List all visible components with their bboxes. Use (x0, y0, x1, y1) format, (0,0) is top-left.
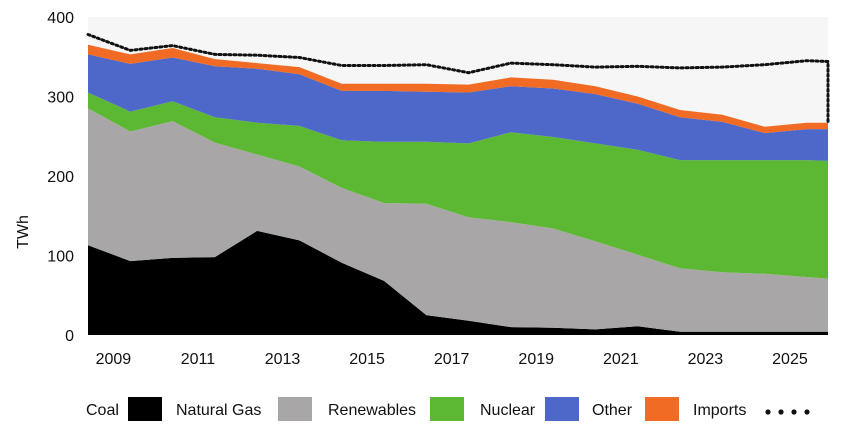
legend-label-other: Other (592, 402, 633, 419)
series-imports-line (86, 33, 830, 125)
legend-swatch-imports-dot (778, 409, 784, 415)
legend-swatch-natural-gas (278, 397, 312, 421)
x-tick-label: 2023 (688, 351, 724, 368)
y-tick-label: 300 (47, 90, 74, 107)
area-nuclear (88, 54, 828, 161)
legend-label-coal: Coal (86, 402, 119, 419)
legend-swatch-coal (128, 397, 162, 421)
legend-swatch-imports-dot (804, 409, 810, 415)
area-natural-gas (88, 108, 828, 332)
legend-swatch-renewables (430, 397, 464, 421)
x-tick-label: 2013 (265, 351, 301, 368)
x-tick-label: 2021 (603, 351, 639, 368)
x-tick-label: 2015 (349, 351, 385, 368)
legend-swatch-imports-dot (765, 409, 771, 415)
x-tick-label: 2009 (96, 351, 132, 368)
x-tick-label: 2017 (434, 351, 470, 368)
y-tick-label: 0 (65, 328, 74, 345)
y-axis-label: TWh (15, 215, 32, 249)
x-tick-label: 2011 (181, 351, 216, 368)
y-axis-ticks: 0 100 200 300 400 (47, 10, 74, 345)
x-tick-label: 2019 (518, 351, 554, 368)
imports-dotted-line (86, 33, 830, 125)
legend-swatch-imports-dot (791, 409, 797, 415)
legend-label-natural-gas: Natural Gas (176, 402, 261, 419)
y-tick-label: 100 (47, 249, 74, 266)
x-axis-ticks: 2009 2011 2013 2015 2017 2019 2021 2023 2025 (96, 351, 808, 368)
stacked-areas (88, 44, 828, 335)
legend: Coal Natural Gas Renewables Nuclear Other Imp… (86, 397, 810, 421)
legend-label-renewables: Renewables (328, 402, 416, 419)
area-other (88, 44, 828, 134)
legend-swatch-other (645, 397, 679, 421)
area-coal (88, 230, 828, 335)
area-renewables (88, 92, 828, 279)
y-tick-label: 200 (47, 169, 74, 186)
legend-label-imports: Imports (693, 402, 746, 419)
legend-swatch-nuclear (545, 397, 579, 421)
x-tick-label: 2025 (772, 351, 808, 368)
legend-label-nuclear: Nuclear (480, 402, 536, 419)
y-tick-label: 400 (47, 10, 74, 27)
